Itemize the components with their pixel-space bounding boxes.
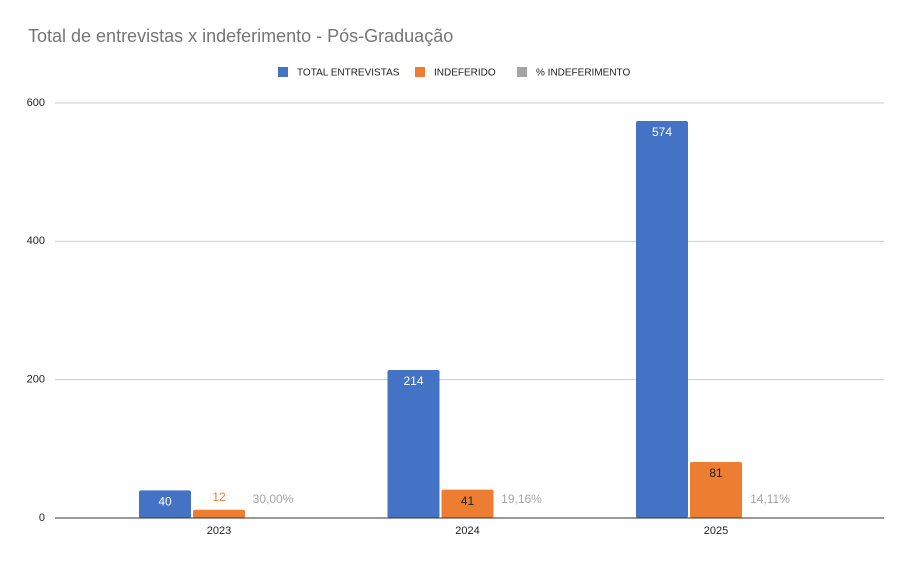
legend-swatch [278,67,288,77]
chart-title: Total de entrevistas x indeferimento - P… [28,26,453,46]
data-label: 41 [461,494,475,508]
data-label: 19,16% [501,492,542,506]
data-label: 574 [652,125,672,139]
data-label: 12 [212,490,226,504]
x-tick-label: 2024 [455,525,479,537]
bar [636,120,688,518]
data-label: 30,00% [253,492,294,506]
legend-swatch [517,67,527,77]
legend-label: % INDEFERIMENTO [536,68,630,79]
bar [387,369,440,518]
bar [193,509,245,518]
data-label: 81 [709,466,723,480]
data-label: 14,11% [750,492,790,506]
legend-swatch [415,67,425,77]
y-tick-label: 200 [27,374,45,386]
data-label: 40 [158,495,172,509]
y-tick-label: 400 [27,235,45,247]
legend-label: TOTAL ENTREVISTAS [297,68,400,79]
y-tick-label: 0 [39,512,45,524]
bar [690,461,742,518]
bar [441,489,494,518]
x-tick-label: 2023 [207,525,231,537]
y-tick-label: 600 [27,97,45,109]
data-label: 214 [403,374,423,388]
legend-label: INDEFERIDO [434,68,496,79]
bar [139,490,191,518]
x-tick-label: 2025 [704,525,728,537]
